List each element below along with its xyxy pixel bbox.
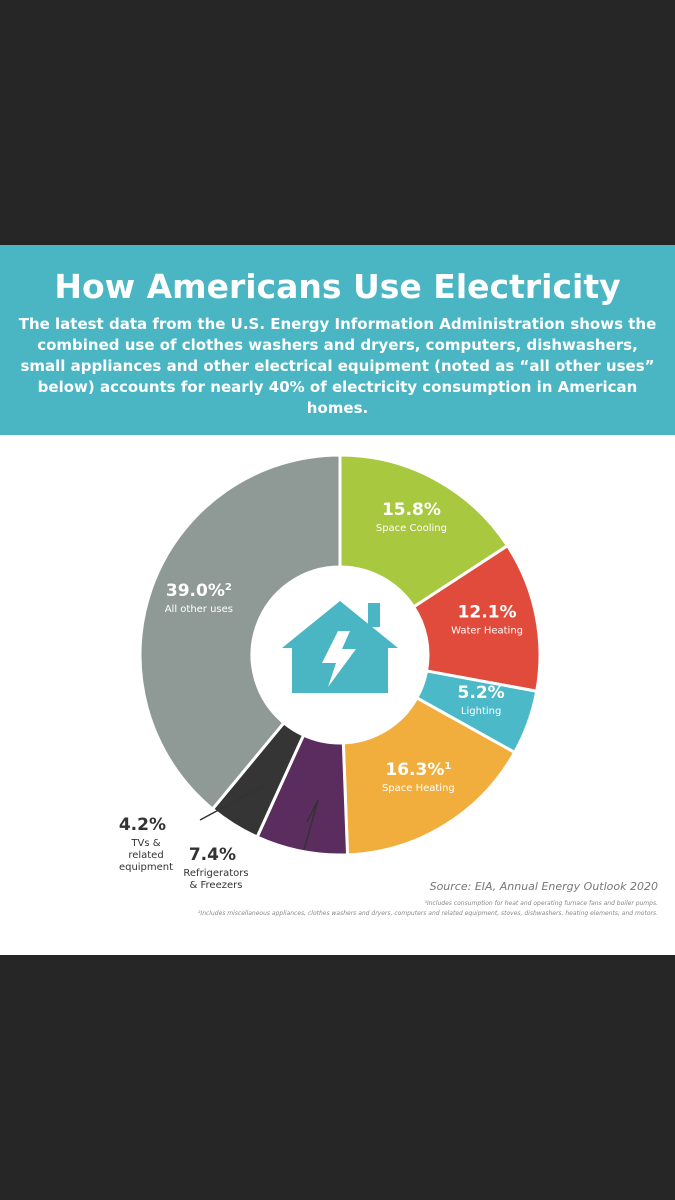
footnote-mark: 2 bbox=[225, 582, 232, 593]
value-label: 12.1% bbox=[458, 603, 517, 623]
category-line: equipment bbox=[119, 862, 173, 873]
footnote: ²Includes miscellaneous appliances, clot… bbox=[198, 910, 658, 917]
value-text: 7.4% bbox=[189, 845, 236, 865]
value-label: 7.4% bbox=[189, 845, 236, 865]
value-label: 16.3%1 bbox=[385, 760, 451, 780]
category-label: Space Cooling bbox=[376, 523, 447, 534]
footnote: ¹Includes consumption for heat and opera… bbox=[425, 900, 659, 907]
title: How Americans Use Electricity bbox=[54, 267, 621, 306]
category-line: All other uses bbox=[165, 604, 233, 615]
category-label: Water Heating bbox=[451, 626, 523, 637]
value-label: 39.0%2 bbox=[166, 581, 232, 601]
category-line: Water Heating bbox=[451, 626, 523, 637]
value-label: 5.2% bbox=[458, 683, 505, 703]
leader-line bbox=[303, 799, 319, 851]
category-line: related bbox=[128, 850, 163, 861]
value-label: 4.2% bbox=[119, 815, 166, 835]
value-label: 15.8% bbox=[382, 500, 441, 520]
house-icon bbox=[282, 601, 398, 693]
infographic: How Americans Use Electricity The latest… bbox=[0, 245, 675, 955]
category-line: Refrigerators bbox=[183, 868, 248, 879]
category-label: Lighting bbox=[461, 706, 501, 717]
category-label: TVs & related equipment bbox=[119, 838, 173, 873]
value-text: 15.8% bbox=[382, 500, 441, 520]
header: How Americans Use Electricity The latest… bbox=[0, 245, 675, 435]
category-line: & Freezers bbox=[190, 880, 243, 891]
leader-line bbox=[199, 784, 266, 821]
footnote-mark: 1 bbox=[444, 761, 451, 772]
value-text: 12.1% bbox=[458, 603, 517, 623]
subtitle: The latest data from the U.S. Energy Inf… bbox=[18, 315, 657, 417]
category-label: Space Heating bbox=[382, 783, 455, 794]
value-text: 4.2% bbox=[119, 815, 166, 835]
category-line: Lighting bbox=[461, 706, 501, 717]
category-line: Space Cooling bbox=[376, 523, 447, 534]
value-text: 16.3% bbox=[385, 760, 444, 780]
value-text: 5.2% bbox=[458, 683, 505, 703]
category-line: TVs & bbox=[130, 838, 160, 849]
value-text: 39.0% bbox=[166, 581, 225, 601]
chart: Source: EIA, Annual Energy Outlook 2020 … bbox=[119, 453, 659, 917]
category-label: All other uses bbox=[165, 604, 233, 615]
category-label: Refrigerators & Freezers bbox=[183, 868, 248, 891]
category-line: Space Heating bbox=[382, 783, 455, 794]
source: Source: EIA, Annual Energy Outlook 2020 bbox=[430, 880, 658, 893]
